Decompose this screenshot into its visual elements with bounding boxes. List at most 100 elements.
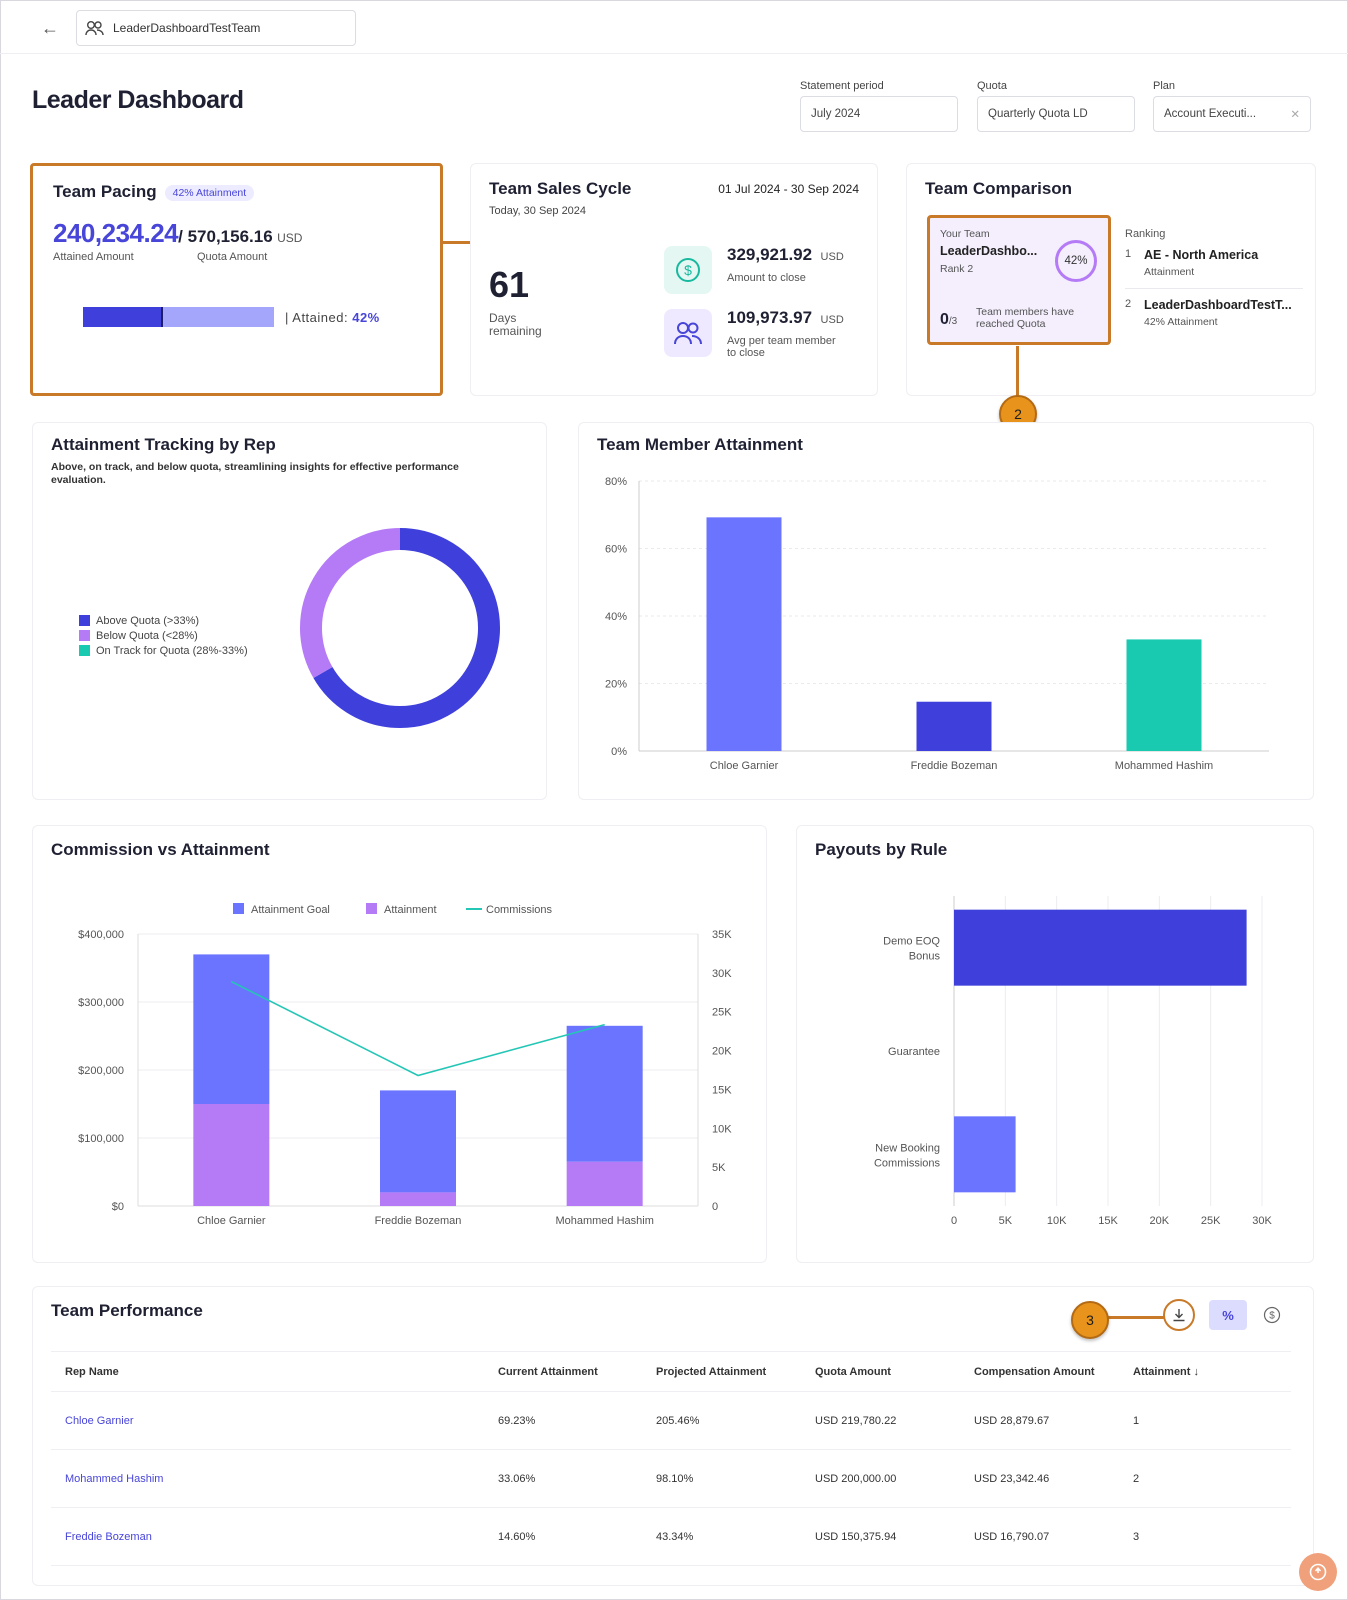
column-header[interactable]: Attainment ↓ <box>1133 1365 1199 1378</box>
team-selector[interactable]: LeaderDashboardTestTeam <box>76 10 356 46</box>
today-date: Today, 30 Sep 2024 <box>489 205 587 217</box>
download-icon <box>1173 1309 1185 1322</box>
currency-toggle[interactable]: $ <box>1253 1300 1291 1330</box>
legend-label: Attainment Goal <box>251 904 330 916</box>
percent-toggle[interactable]: % <box>1209 1300 1247 1330</box>
callout-3: 3 <box>1071 1301 1109 1339</box>
legend-label: On Track for Quota (28%-33%) <box>96 644 248 657</box>
currency: USD <box>277 231 303 245</box>
column-header[interactable]: Rep Name <box>65 1365 119 1378</box>
table-row: Freddie Bozeman 14.60% 43.34% USD 150,37… <box>51 1507 1291 1566</box>
quota-filter: Quota Quarterly Quota LD <box>977 80 1135 132</box>
y2-tick-label: 5K <box>712 1162 726 1174</box>
bar-attainment <box>380 1192 456 1206</box>
rep-name-link[interactable]: Mohammed Hashim <box>51 1449 498 1508</box>
svg-text:$: $ <box>684 262 692 278</box>
table-cell: 2 <box>1133 1449 1291 1508</box>
callout-2-line <box>1016 346 1019 412</box>
team-icon <box>85 21 104 36</box>
progress-bar-fill <box>83 307 164 327</box>
y-tick-label: Guarantee <box>888 1046 940 1058</box>
rep-name-link[interactable]: Freddie Bozeman <box>51 1507 498 1566</box>
download-button[interactable] <box>1163 1299 1195 1331</box>
table-cell: USD 150,375.94 <box>815 1507 974 1566</box>
legend-item: Below Quota (<28%) <box>79 628 248 643</box>
team-pacing-card: Team Pacing 42% Attainment 240,234.24/ 57… <box>30 163 443 396</box>
table-cell: 3 <box>1133 1507 1291 1566</box>
y2-tick-label: 0 <box>712 1201 718 1213</box>
column-header[interactable]: Projected Attainment <box>656 1365 767 1378</box>
quota-select[interactable]: Quarterly Quota LD <box>977 96 1135 132</box>
payouts-by-rule-card: Payouts by Rule 0 5K 10K 15K 20K 25K 30K Demo E… <box>796 825 1314 1263</box>
top-bar: ← LeaderDashboardTestTeam <box>0 0 1348 54</box>
team-comparison-title: Team Comparison <box>925 179 1073 198</box>
ranking-sub: Attainment <box>1144 266 1195 278</box>
attained-text: | Attained: <box>285 310 349 325</box>
svg-text:$: $ <box>1269 1311 1275 1322</box>
x-tick-label: 30K <box>1252 1215 1272 1227</box>
days-remaining-value: 61 <box>489 264 530 305</box>
column-header[interactable]: Quota Amount <box>815 1365 891 1378</box>
team-sales-cycle-card: Team Sales Cycle 01 Jul 2024 - 30 Sep 20… <box>470 163 878 396</box>
y-tick-label: $300,000 <box>78 997 124 1009</box>
attainment-badge: 42% Attainment <box>164 184 255 201</box>
y-tick-label: $0 <box>112 1201 124 1213</box>
table-cell: USD 23,342.46 <box>974 1449 1133 1508</box>
commission-vs-attainment-chart: Attainment Goal Attainment Commissions $0 $1… <box>78 903 732 1227</box>
callout-3-line <box>1108 1316 1164 1319</box>
page-title: Leader Dashboard <box>32 86 244 114</box>
legend-label: Above Quota (>33%) <box>96 614 200 627</box>
dollar-circle-icon: $ <box>1263 1306 1281 1324</box>
avg-per-member-currency: USD <box>820 314 844 326</box>
ranking-sub: 42% Attainment <box>1144 316 1218 328</box>
y2-tick-label: 20K <box>712 1046 732 1058</box>
amount-to-close-currency: USD <box>820 251 844 263</box>
legend-label: Attainment <box>384 904 437 916</box>
y2-tick-label: 35K <box>712 929 732 941</box>
attainment-tracking-title: Attainment Tracking by Rep <box>51 435 276 454</box>
x-tick-label: 15K <box>1098 1215 1118 1227</box>
table-cell: 33.06% <box>498 1449 656 1508</box>
donut-slice <box>313 528 500 728</box>
rep-name-link[interactable]: Chloe Garnier <box>51 1391 498 1450</box>
payouts-by-rule-chart: 0 5K 10K 15K 20K 25K 30K Demo EOQ Bonus Guarantee… <box>874 896 1272 1227</box>
attained-amount-label: Attained Amount <box>53 251 134 263</box>
quota-amount-label: Quota Amount <box>197 251 268 263</box>
team-pacing-title: Team Pacing <box>53 182 157 201</box>
team-performance-card: Team Performance % $ Rep Name Current At… <box>32 1286 1314 1586</box>
sales-cycle-title: Team Sales Cycle <box>489 179 632 198</box>
y-tick-label: New Booking <box>875 1142 940 1154</box>
back-arrow-icon[interactable]: ← <box>41 18 59 38</box>
plan-select[interactable]: Account Executi... ✕ <box>1153 96 1311 132</box>
bar <box>916 701 992 751</box>
donut-legend: Above Quota (>33%) Below Quota (<28%) On… <box>79 613 248 658</box>
your-team-rank: Rank 2 <box>940 263 974 275</box>
y-tick-label: 0% <box>611 746 627 758</box>
statement-period-value: July 2024 <box>811 108 861 120</box>
x-tick-label: Freddie Bozeman <box>375 1215 462 1227</box>
x-tick-label: 0 <box>951 1215 957 1227</box>
statement-period-select[interactable]: July 2024 <box>800 96 958 132</box>
amount-to-close-label: Amount to close <box>727 272 806 284</box>
y2-tick-label: 25K <box>712 1007 732 1019</box>
y2-tick-label: 15K <box>712 1084 732 1096</box>
team-member-attainment-chart: 0% 20% 40% 60% 80% Chloe Garnier Freddie Bozem… <box>605 476 1269 772</box>
dollar-icon: $ <box>664 246 712 294</box>
y-tick-label: $400,000 <box>78 929 124 941</box>
column-header[interactable]: Compensation Amount <box>974 1365 1095 1378</box>
ranking-name: LeaderDashboardTestT... <box>1144 298 1292 312</box>
ranking-num: 1 <box>1125 248 1132 260</box>
your-team-name: LeaderDashbo... <box>940 244 1038 258</box>
legend-swatch <box>79 645 90 656</box>
help-button[interactable] <box>1299 1553 1337 1591</box>
quota-value: Quarterly Quota LD <box>988 108 1088 120</box>
team-members-icon <box>664 309 712 357</box>
y-tick-label: 80% <box>605 476 627 488</box>
team-member-attainment-title: Team Member Attainment <box>597 435 803 454</box>
column-header[interactable]: Current Attainment <box>498 1365 598 1378</box>
sales-cycle-range: 01 Jul 2024 - 30 Sep 2024 <box>718 182 859 196</box>
y-tick-label: Demo EOQ <box>883 936 940 948</box>
members-text-2: reached Quota <box>976 318 1046 330</box>
x-tick-label: Chloe Garnier <box>710 760 779 772</box>
clear-icon[interactable]: ✕ <box>1290 109 1300 121</box>
